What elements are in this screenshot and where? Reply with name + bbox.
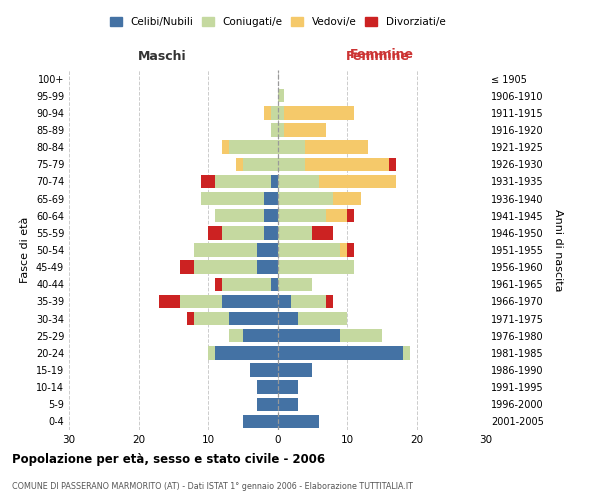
Bar — [277, 124, 284, 136]
Bar — [263, 106, 271, 120]
Bar — [271, 174, 277, 188]
Bar — [277, 278, 312, 291]
Text: Popolazione per età, sesso e stato civile - 2006: Popolazione per età, sesso e stato civil… — [12, 452, 325, 466]
Bar — [312, 226, 333, 239]
Bar — [403, 346, 410, 360]
Bar — [277, 414, 319, 428]
Bar — [284, 124, 326, 136]
Bar — [263, 226, 277, 239]
Bar — [277, 260, 354, 274]
Bar — [180, 260, 194, 274]
Bar — [277, 294, 292, 308]
Bar — [340, 244, 347, 256]
Bar — [222, 294, 277, 308]
Bar — [160, 294, 180, 308]
Text: Maschi: Maschi — [137, 50, 187, 62]
Bar — [257, 244, 277, 256]
Bar — [347, 244, 354, 256]
Y-axis label: Anni di nascita: Anni di nascita — [553, 209, 563, 291]
Bar — [187, 312, 194, 326]
Bar — [257, 260, 277, 274]
Bar — [277, 364, 312, 376]
Bar — [305, 158, 389, 171]
Bar — [194, 244, 257, 256]
Bar — [250, 364, 277, 376]
Bar — [326, 294, 333, 308]
Bar — [319, 174, 395, 188]
Bar — [201, 192, 263, 205]
Bar — [277, 140, 305, 154]
Bar — [277, 209, 326, 222]
Bar — [222, 226, 263, 239]
Bar — [236, 158, 243, 171]
Bar — [194, 312, 229, 326]
Bar — [243, 158, 277, 171]
Bar — [284, 106, 354, 120]
Bar — [215, 209, 263, 222]
Bar — [263, 209, 277, 222]
Bar — [277, 329, 340, 342]
Bar — [298, 312, 347, 326]
Bar — [333, 192, 361, 205]
Y-axis label: Fasce di età: Fasce di età — [20, 217, 30, 283]
Bar — [277, 174, 319, 188]
Bar — [215, 278, 222, 291]
Bar — [208, 226, 222, 239]
Bar — [208, 346, 215, 360]
Bar — [326, 209, 347, 222]
Bar — [277, 380, 298, 394]
Text: Femmine: Femmine — [346, 50, 410, 62]
Bar — [243, 329, 277, 342]
Legend: Celibi/Nubili, Coniugati/e, Vedovi/e, Divorziati/e: Celibi/Nubili, Coniugati/e, Vedovi/e, Di… — [107, 14, 448, 30]
Bar — [229, 329, 243, 342]
Bar — [194, 260, 257, 274]
Bar — [180, 294, 222, 308]
Bar — [305, 140, 368, 154]
Bar — [271, 106, 277, 120]
Bar — [229, 140, 277, 154]
Bar — [215, 174, 271, 188]
Bar — [257, 398, 277, 411]
Bar — [271, 278, 277, 291]
Bar — [340, 329, 382, 342]
Bar — [201, 174, 215, 188]
Bar — [222, 278, 271, 291]
Bar — [229, 312, 277, 326]
Bar — [277, 89, 284, 102]
Bar — [347, 209, 354, 222]
Bar — [277, 106, 284, 120]
Bar — [277, 244, 340, 256]
Bar — [243, 414, 277, 428]
Text: Femmine: Femmine — [350, 48, 414, 61]
Bar — [277, 346, 403, 360]
Bar — [215, 346, 277, 360]
Bar — [277, 312, 298, 326]
Bar — [292, 294, 326, 308]
Bar — [389, 158, 395, 171]
Bar — [277, 192, 333, 205]
Bar — [277, 398, 298, 411]
Bar — [222, 140, 229, 154]
Text: COMUNE DI PASSERANO MARMORITO (AT) - Dati ISTAT 1° gennaio 2006 - Elaborazione T: COMUNE DI PASSERANO MARMORITO (AT) - Dat… — [12, 482, 413, 491]
Bar — [277, 226, 312, 239]
Bar — [257, 380, 277, 394]
Bar — [271, 124, 277, 136]
Bar — [263, 192, 277, 205]
Bar — [277, 158, 305, 171]
